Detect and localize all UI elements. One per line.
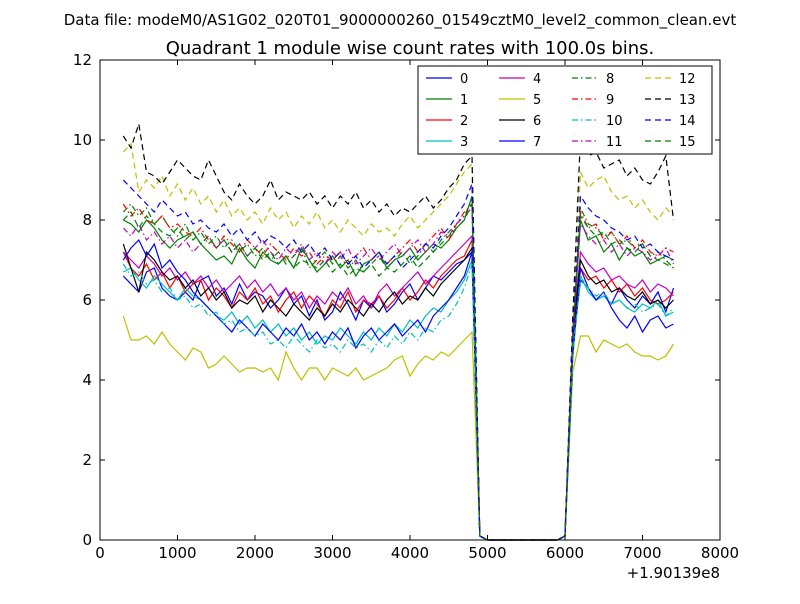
legend-label-3: 3 xyxy=(460,135,468,150)
y-tick-label: 6 xyxy=(82,291,92,309)
series-layer xyxy=(122,123,675,541)
legend-label-0: 0 xyxy=(460,72,468,87)
series-line-12 xyxy=(122,142,674,541)
series-line-15 xyxy=(122,203,674,541)
legend-label-7: 7 xyxy=(533,135,541,150)
legend-label-13: 13 xyxy=(679,93,696,108)
series-line-14 xyxy=(122,179,674,541)
x-tick-label: 8000 xyxy=(701,544,739,562)
series-line-8 xyxy=(122,199,674,541)
legend-label-9: 9 xyxy=(606,93,614,108)
chart-suptitle: Data file: modeM0/AS1G02_020T01_90000002… xyxy=(64,11,737,30)
x-tick-label: 4000 xyxy=(391,544,429,562)
legend-label-6: 6 xyxy=(533,114,541,129)
y-tick-label: 12 xyxy=(73,51,92,69)
series-line-6 xyxy=(122,243,674,541)
legend-label-4: 4 xyxy=(533,72,541,87)
y-tick-label: 0 xyxy=(82,531,92,549)
legend-label-2: 2 xyxy=(460,114,468,129)
legend-label-5: 5 xyxy=(533,93,541,108)
x-tick-label: 7000 xyxy=(623,544,661,562)
x-tick-label: 5000 xyxy=(468,544,506,562)
x-offset-label: +1.90139e8 xyxy=(627,564,720,582)
legend-label-8: 8 xyxy=(606,72,614,87)
y-tick-label: 4 xyxy=(82,371,92,389)
legend-label-14: 14 xyxy=(679,114,696,129)
legend-box xyxy=(417,65,713,155)
chart-title: Quadrant 1 module wise count rates with … xyxy=(166,38,655,59)
x-tick-label: 3000 xyxy=(313,544,351,562)
series-line-1 xyxy=(123,195,674,541)
series-line-5 xyxy=(122,315,675,541)
x-tick-label: 0 xyxy=(95,544,105,562)
legend-label-11: 11 xyxy=(606,135,623,150)
series-line-7 xyxy=(122,238,674,541)
legend-label-15: 15 xyxy=(679,135,696,150)
series-line-4 xyxy=(122,234,674,541)
legend-label-10: 10 xyxy=(606,114,623,129)
legend-label-1: 1 xyxy=(460,93,468,108)
axes: 0 1000 2000 3000 4000 5000 6000 7000 80000246810… xyxy=(73,51,739,562)
series-line-11 xyxy=(122,206,675,541)
legend-label-12: 12 xyxy=(679,72,696,87)
y-tick-label: 2 xyxy=(82,451,92,469)
x-tick-label: 6000 xyxy=(546,544,584,562)
y-tick-label: 8 xyxy=(82,211,92,229)
y-tick-label: 10 xyxy=(73,131,92,149)
x-tick-label: 2000 xyxy=(236,544,274,562)
series-line-10 xyxy=(122,263,674,541)
x-tick-label: 1000 xyxy=(158,544,196,562)
